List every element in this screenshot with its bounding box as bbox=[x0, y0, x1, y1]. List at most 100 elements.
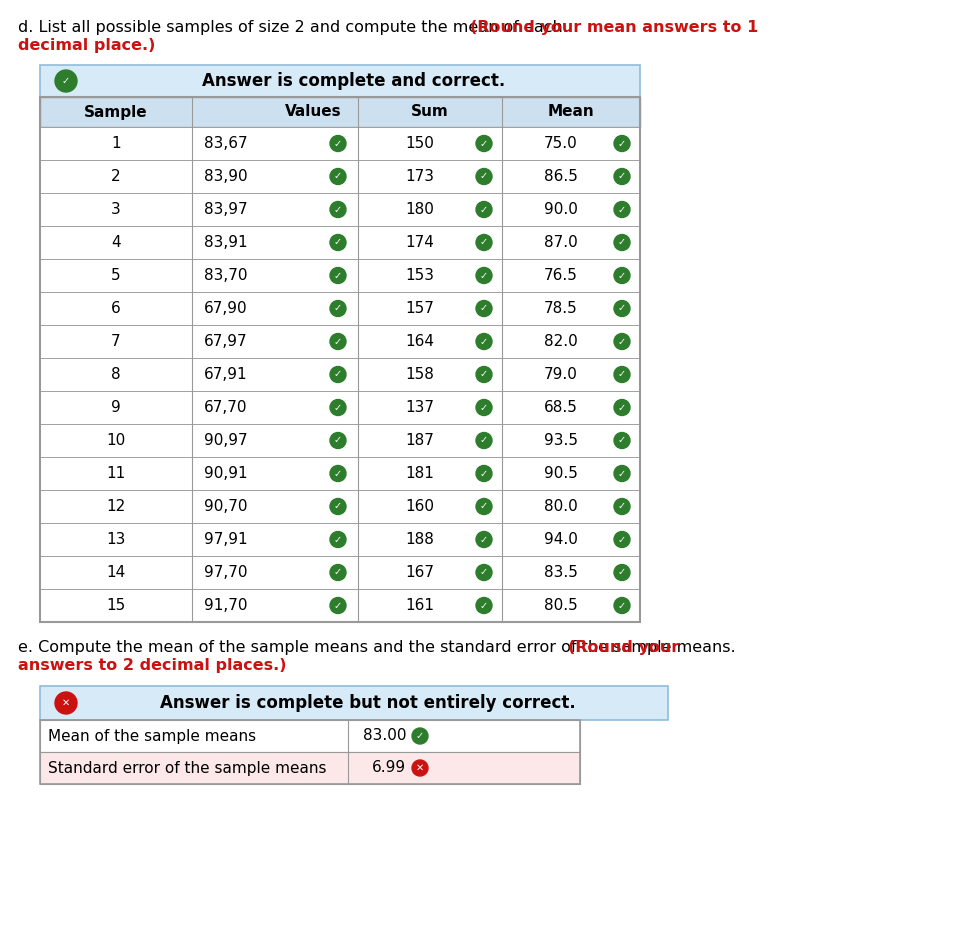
Text: d. List all possible samples of size 2 and compute the mean of each.: d. List all possible samples of size 2 a… bbox=[18, 20, 573, 35]
Text: 83,97: 83,97 bbox=[204, 202, 247, 217]
Circle shape bbox=[614, 366, 630, 382]
Text: 79.0: 79.0 bbox=[544, 367, 578, 382]
Text: 75.0: 75.0 bbox=[544, 136, 578, 151]
Text: 97,70: 97,70 bbox=[204, 565, 247, 580]
Text: Mean of the sample means: Mean of the sample means bbox=[48, 729, 256, 744]
FancyBboxPatch shape bbox=[40, 259, 640, 292]
Circle shape bbox=[614, 333, 630, 349]
Text: ✓: ✓ bbox=[334, 567, 342, 578]
Text: 93.5: 93.5 bbox=[544, 433, 578, 448]
Text: 83,67: 83,67 bbox=[204, 136, 247, 151]
FancyBboxPatch shape bbox=[40, 752, 580, 784]
Circle shape bbox=[614, 300, 630, 316]
Text: 67,90: 67,90 bbox=[204, 301, 247, 316]
Text: 150: 150 bbox=[405, 136, 434, 151]
Text: ✓: ✓ bbox=[334, 369, 342, 379]
Text: 6: 6 bbox=[111, 301, 121, 316]
Circle shape bbox=[476, 465, 492, 481]
Text: Standard error of the sample means: Standard error of the sample means bbox=[48, 761, 326, 776]
Circle shape bbox=[476, 300, 492, 316]
Text: ✓: ✓ bbox=[334, 205, 342, 214]
Text: ✓: ✓ bbox=[334, 435, 342, 446]
Text: 10: 10 bbox=[106, 433, 126, 448]
Text: ✓: ✓ bbox=[618, 336, 626, 346]
Circle shape bbox=[614, 267, 630, 283]
Circle shape bbox=[476, 267, 492, 283]
Text: ✓: ✓ bbox=[618, 304, 626, 313]
FancyBboxPatch shape bbox=[40, 523, 640, 556]
Text: ✓: ✓ bbox=[618, 435, 626, 446]
Text: ✓: ✓ bbox=[480, 501, 488, 512]
Text: 167: 167 bbox=[405, 565, 434, 580]
Circle shape bbox=[476, 565, 492, 581]
Text: 76.5: 76.5 bbox=[544, 268, 578, 283]
Text: ✓: ✓ bbox=[334, 534, 342, 545]
Circle shape bbox=[476, 201, 492, 217]
FancyBboxPatch shape bbox=[40, 97, 640, 127]
Text: 83,70: 83,70 bbox=[204, 268, 247, 283]
Text: 15: 15 bbox=[106, 598, 126, 613]
Text: 161: 161 bbox=[405, 598, 434, 613]
Text: 164: 164 bbox=[405, 334, 434, 349]
FancyBboxPatch shape bbox=[40, 490, 640, 523]
Text: ✓: ✓ bbox=[618, 172, 626, 181]
Text: 82.0: 82.0 bbox=[544, 334, 578, 349]
Text: 153: 153 bbox=[405, 268, 434, 283]
Circle shape bbox=[330, 565, 346, 581]
Text: ✓: ✓ bbox=[618, 534, 626, 545]
Text: 86.5: 86.5 bbox=[544, 169, 578, 184]
Text: ✓: ✓ bbox=[618, 271, 626, 280]
Text: ✓: ✓ bbox=[480, 402, 488, 413]
Circle shape bbox=[55, 692, 77, 714]
Circle shape bbox=[614, 234, 630, 250]
Circle shape bbox=[476, 136, 492, 151]
FancyBboxPatch shape bbox=[40, 589, 640, 622]
Text: ✓: ✓ bbox=[618, 139, 626, 148]
Circle shape bbox=[330, 366, 346, 382]
Circle shape bbox=[614, 531, 630, 548]
Text: Answer is complete but not entirely correct.: Answer is complete but not entirely corr… bbox=[160, 694, 576, 712]
Circle shape bbox=[476, 432, 492, 448]
Text: ✓: ✓ bbox=[334, 304, 342, 313]
Text: ✓: ✓ bbox=[480, 238, 488, 247]
Text: ✓: ✓ bbox=[480, 369, 488, 379]
Text: 9: 9 bbox=[111, 400, 121, 415]
Text: 160: 160 bbox=[405, 499, 434, 514]
FancyBboxPatch shape bbox=[40, 556, 640, 589]
Text: 3: 3 bbox=[111, 202, 121, 217]
Text: 13: 13 bbox=[106, 532, 126, 547]
Text: ✓: ✓ bbox=[618, 600, 626, 611]
Text: ✓: ✓ bbox=[334, 402, 342, 413]
FancyBboxPatch shape bbox=[40, 292, 640, 325]
Text: 90,70: 90,70 bbox=[204, 499, 247, 514]
Text: ✓: ✓ bbox=[480, 534, 488, 545]
FancyBboxPatch shape bbox=[40, 65, 640, 97]
Text: ✓: ✓ bbox=[480, 336, 488, 346]
Text: 137: 137 bbox=[405, 400, 434, 415]
Circle shape bbox=[330, 168, 346, 184]
Text: e. Compute the mean of the sample means and the standard error of the sample mea: e. Compute the mean of the sample means … bbox=[18, 640, 741, 655]
Text: 94.0: 94.0 bbox=[544, 532, 578, 547]
Text: 173: 173 bbox=[405, 169, 434, 184]
Text: ✓: ✓ bbox=[618, 238, 626, 247]
FancyBboxPatch shape bbox=[40, 193, 640, 226]
Text: 14: 14 bbox=[106, 565, 126, 580]
Text: 80.5: 80.5 bbox=[544, 598, 578, 613]
Circle shape bbox=[476, 366, 492, 382]
Text: ✓: ✓ bbox=[480, 600, 488, 611]
Text: ✓: ✓ bbox=[480, 304, 488, 313]
Text: 5: 5 bbox=[111, 268, 121, 283]
Text: 67,70: 67,70 bbox=[204, 400, 247, 415]
Text: 180: 180 bbox=[405, 202, 434, 217]
Text: 8: 8 bbox=[111, 367, 121, 382]
Text: 90.5: 90.5 bbox=[544, 466, 578, 481]
Text: 78.5: 78.5 bbox=[544, 301, 578, 316]
Circle shape bbox=[330, 333, 346, 349]
Circle shape bbox=[476, 234, 492, 250]
Circle shape bbox=[476, 168, 492, 184]
Text: ✓: ✓ bbox=[334, 336, 342, 346]
Text: ✓: ✓ bbox=[480, 139, 488, 148]
Circle shape bbox=[614, 465, 630, 481]
Circle shape bbox=[55, 70, 77, 92]
Text: 158: 158 bbox=[405, 367, 434, 382]
